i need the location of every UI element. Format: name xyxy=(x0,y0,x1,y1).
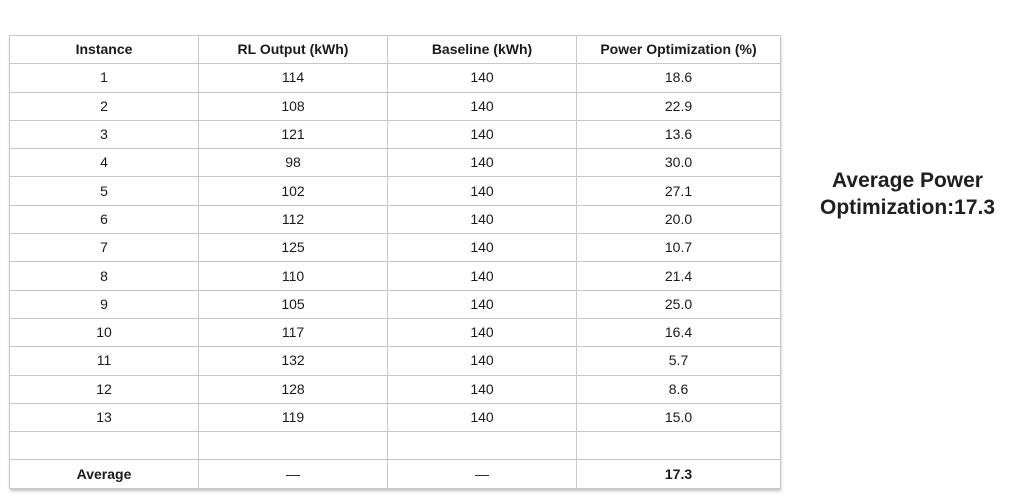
results-table: Instance RL Output (kWh) Baseline (kWh) … xyxy=(9,34,781,489)
cell-rl-output: 112 xyxy=(198,204,388,235)
table-row xyxy=(9,431,781,461)
cell-rl-output: 108 xyxy=(198,91,388,121)
table-row: 7 125 140 10.7 xyxy=(9,233,781,263)
table-row: 12 128 140 8.6 xyxy=(9,374,781,404)
cell-power-optimization: 18.6 xyxy=(576,63,781,93)
cell-power-optimization: 21.4 xyxy=(576,261,781,291)
cell-rl-output: 125 xyxy=(198,233,388,263)
cell-baseline: 140 xyxy=(387,91,577,121)
cell-baseline: 140 xyxy=(387,204,577,235)
summary-line-1: Average Power xyxy=(832,169,983,192)
cell-power-optimization: 10.7 xyxy=(576,233,781,263)
cell-power-optimization: 27.1 xyxy=(576,176,781,206)
average-power-optimization: 17.3 xyxy=(576,459,781,489)
cell-rl-output: 119 xyxy=(198,402,388,433)
average-summary-text: Average Power Optimization:17.3 xyxy=(800,167,1015,221)
cell-instance: 9 xyxy=(9,289,199,319)
cell-instance: 12 xyxy=(9,374,199,404)
cell-baseline: 140 xyxy=(387,346,577,376)
cell-baseline: 140 xyxy=(387,176,577,206)
average-rl-output: — xyxy=(198,459,388,489)
table-row: 6 112 140 20.0 xyxy=(9,204,781,235)
cell-instance: 8 xyxy=(9,261,199,291)
cell-power-optimization: 5.7 xyxy=(576,346,781,376)
cell-instance xyxy=(9,431,199,461)
cell-baseline: 140 xyxy=(387,317,577,348)
cell-rl-output: 110 xyxy=(198,261,388,291)
cell-power-optimization: 13.6 xyxy=(576,119,781,150)
results-table-container: Instance RL Output (kWh) Baseline (kWh) … xyxy=(9,34,781,489)
table-row: 5 102 140 27.1 xyxy=(9,176,781,206)
cell-rl-output: 114 xyxy=(198,63,388,93)
cell-baseline: 140 xyxy=(387,233,577,263)
cell-baseline xyxy=(387,431,577,461)
cell-power-optimization: 8.6 xyxy=(576,374,781,404)
cell-instance: 10 xyxy=(9,317,199,348)
cell-rl-output: 102 xyxy=(198,176,388,206)
cell-instance: 6 xyxy=(9,204,199,235)
table-row: 4 98 140 30.0 xyxy=(9,148,781,178)
cell-instance: 7 xyxy=(9,233,199,263)
cell-rl-output: 98 xyxy=(198,148,388,178)
table-row: 9 105 140 25.0 xyxy=(9,289,781,319)
cell-rl-output: 121 xyxy=(198,119,388,150)
cell-power-optimization xyxy=(576,431,781,461)
cell-rl-output xyxy=(198,431,388,461)
cell-baseline: 140 xyxy=(387,63,577,93)
cell-instance: 11 xyxy=(9,346,199,376)
cell-instance: 3 xyxy=(9,119,199,150)
table-header-row: Instance RL Output (kWh) Baseline (kWh) … xyxy=(9,34,781,65)
cell-baseline: 140 xyxy=(387,261,577,291)
table-row: 8 110 140 21.4 xyxy=(9,261,781,291)
cell-rl-output: 117 xyxy=(198,317,388,348)
cell-baseline: 140 xyxy=(387,119,577,150)
cell-power-optimization: 20.0 xyxy=(576,204,781,235)
table-row: 3 121 140 13.6 xyxy=(9,119,781,150)
cell-rl-output: 128 xyxy=(198,374,388,404)
header-instance: Instance xyxy=(9,34,199,65)
cell-power-optimization: 30.0 xyxy=(576,148,781,178)
table-row: 2 108 140 22.9 xyxy=(9,91,781,121)
cell-instance: 5 xyxy=(9,176,199,206)
cell-power-optimization: 16.4 xyxy=(576,317,781,348)
header-baseline: Baseline (kWh) xyxy=(387,34,577,65)
table-row: 1 114 140 18.6 xyxy=(9,63,781,93)
cell-rl-output: 105 xyxy=(198,289,388,319)
cell-instance: 1 xyxy=(9,63,199,93)
cell-instance: 4 xyxy=(9,148,199,178)
cell-baseline: 140 xyxy=(387,148,577,178)
cell-baseline: 140 xyxy=(387,289,577,319)
average-label: Average xyxy=(9,459,199,489)
header-power-optimization: Power Optimization (%) xyxy=(576,34,781,65)
table-row: 10 117 140 16.4 xyxy=(9,317,781,348)
table-row: 13 119 140 15.0 xyxy=(9,402,781,433)
cell-power-optimization: 22.9 xyxy=(576,91,781,121)
average-baseline: — xyxy=(387,459,577,489)
table-row: 11 132 140 5.7 xyxy=(9,346,781,376)
average-row: Average — —17.3 xyxy=(9,459,781,489)
cell-baseline: 140 xyxy=(387,374,577,404)
header-rl-output: RL Output (kWh) xyxy=(198,34,388,65)
cell-rl-output: 132 xyxy=(198,346,388,376)
cell-power-optimization: 15.0 xyxy=(576,402,781,433)
cell-instance: 13 xyxy=(9,402,199,433)
cell-baseline: 140 xyxy=(387,402,577,433)
cell-power-optimization: 25.0 xyxy=(576,289,781,319)
summary-line-2: Optimization:17.3 xyxy=(819,196,996,219)
table-body: 1 114 140 18.6 2 108 140 22.9 3 121 140 13.6 4 98 140 3… xyxy=(9,63,781,489)
cell-instance: 2 xyxy=(9,91,199,121)
